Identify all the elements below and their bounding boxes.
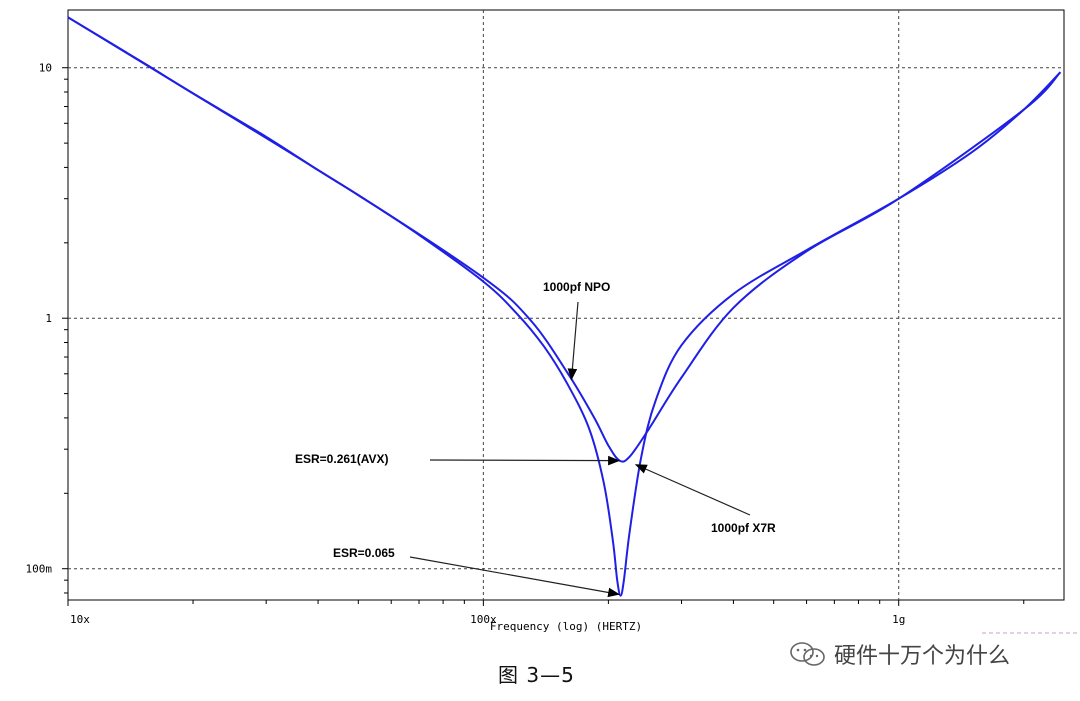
annotation-arrow xyxy=(567,301,579,381)
x-axis-label: Frequency (log) (HERTZ) xyxy=(490,620,642,633)
annotation-arrow xyxy=(429,455,621,466)
minor-ticks xyxy=(62,67,1025,606)
wechat-icon xyxy=(790,642,825,666)
annotation-label: ESR=0.065 xyxy=(333,546,395,560)
impedance-chart: 10 1 100m 10x 100x 1g Frequency (log) (HERTZ… xyxy=(26,9,1065,633)
x-tick-label: 1g xyxy=(892,613,905,626)
annotations-group: 1000pf NPO ESR=0.261(AVX) 1000pf X7R ESR=0.… xyxy=(295,280,776,598)
corner-decoration xyxy=(982,632,1078,634)
watermark-text: 硬件十万个为什么 xyxy=(834,644,1011,669)
impedance-curve-2 xyxy=(67,16,1062,463)
grid-lines xyxy=(68,10,1064,600)
y-tick-label: 100m xyxy=(26,563,53,576)
series-group xyxy=(67,16,1062,597)
watermark: 硬件十万个为什么 xyxy=(788,638,1010,670)
x-tick-labels: 10x 100x 1g xyxy=(70,613,905,626)
y-tick-label: 1 xyxy=(45,312,52,325)
x-tick-label: 100x xyxy=(470,613,497,626)
x-tick-label: 10x xyxy=(70,613,90,626)
figure-caption: 图 3—5 xyxy=(498,663,575,687)
plot-frame xyxy=(67,9,1065,601)
y-tick-labels: 10 1 100m xyxy=(26,62,53,576)
annotation-arrow xyxy=(634,464,751,516)
annotation-arrow xyxy=(409,556,621,598)
annotation-label: 1000pf NPO xyxy=(543,280,610,294)
impedance-curve-1 xyxy=(67,16,1062,597)
annotation-label: ESR=0.261(AVX) xyxy=(295,452,389,466)
y-tick-label: 10 xyxy=(39,62,52,75)
annotation-label: 1000pf X7R xyxy=(711,521,776,535)
